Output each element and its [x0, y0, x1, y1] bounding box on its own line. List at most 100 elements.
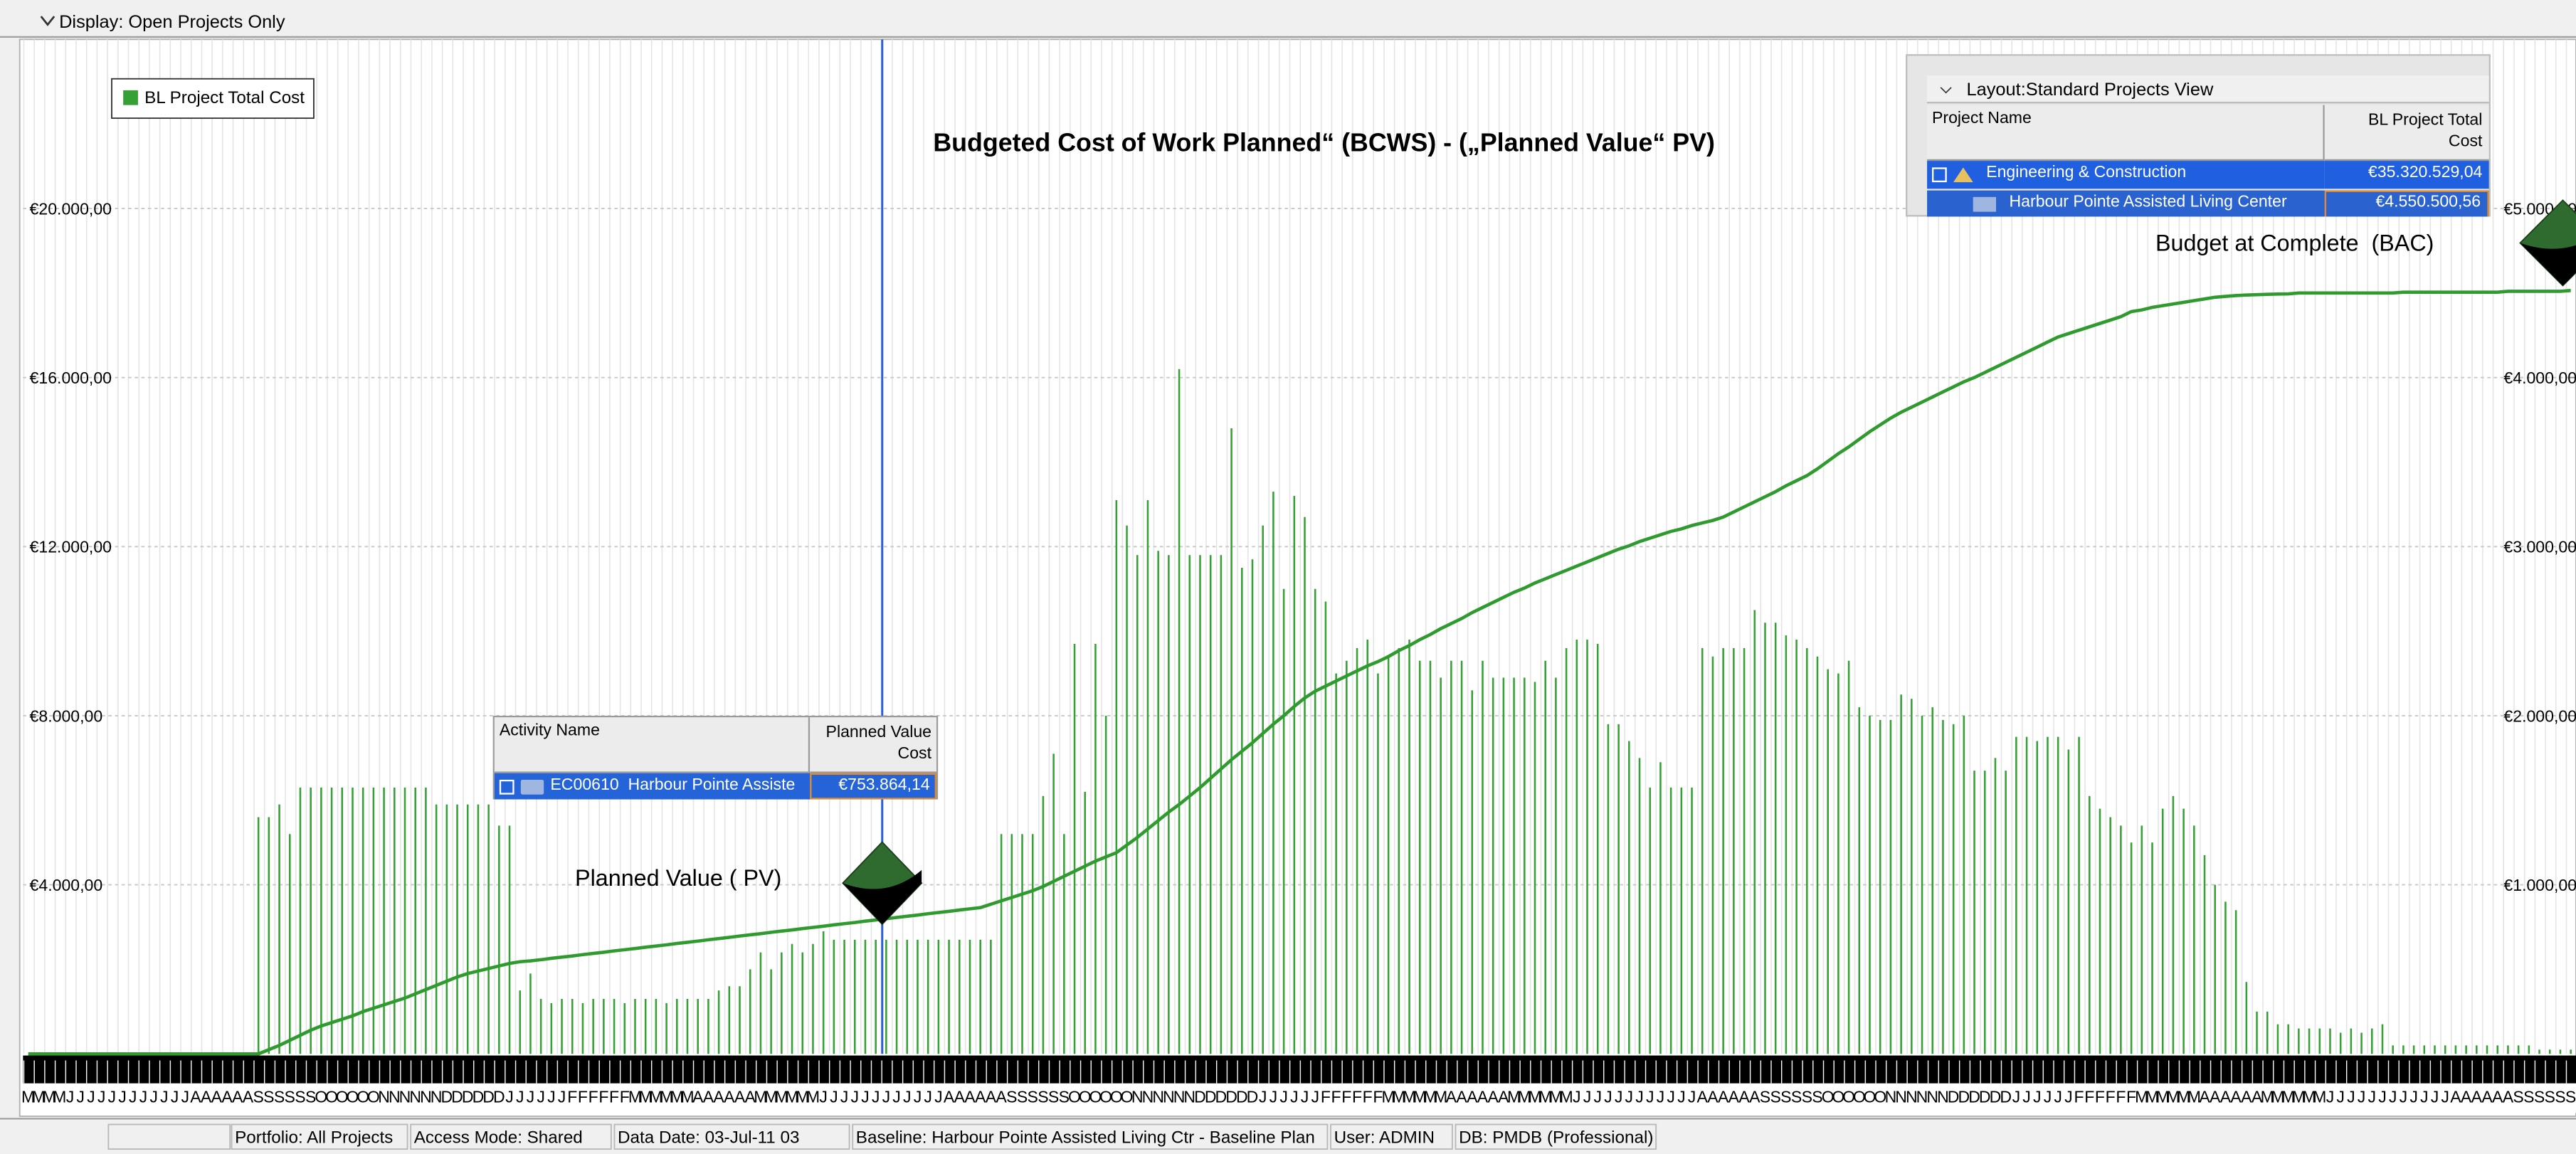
x-tick-label: O	[1110, 1088, 1123, 1106]
x-tick-label: F	[620, 1088, 630, 1106]
bar	[1534, 682, 1536, 1054]
bar	[2381, 1024, 2384, 1054]
bar	[2538, 1049, 2540, 1054]
x-tick-label: F	[1331, 1088, 1341, 1106]
bar	[1251, 559, 1254, 1054]
header-cell[interactable]: Project Name	[1927, 105, 2325, 162]
x-tick-label: S	[1028, 1088, 1038, 1106]
x-tick-label: M	[2156, 1088, 2170, 1106]
x-tick-label: A	[2503, 1088, 2514, 1106]
x-tick-label: M	[806, 1088, 820, 1106]
bar	[603, 999, 605, 1054]
bar	[288, 834, 291, 1054]
x-tick-label: N	[1152, 1088, 1164, 1106]
display-chevron[interactable]	[40, 16, 56, 26]
x-tick-label: M	[2292, 1088, 2306, 1106]
bar	[1669, 787, 1672, 1054]
display-filter[interactable]: Display: Open Projects Only	[59, 12, 285, 32]
x-tick-label: M	[21, 1088, 35, 1106]
project-name[interactable]: Harbour Pointe Assisted Living Center	[1927, 190, 2325, 217]
bar	[2465, 1045, 2467, 1054]
bac-marker	[2519, 199, 2576, 287]
x-tick-label: J	[66, 1088, 75, 1106]
bar	[1942, 719, 1944, 1054]
status-item: Access Mode: Shared	[414, 1128, 583, 1147]
x-tick-label: D	[1247, 1088, 1259, 1106]
x-tick-label: M	[1434, 1088, 1447, 1106]
bar	[268, 817, 270, 1054]
x-tick-label: J	[1635, 1088, 1644, 1106]
bar	[2089, 795, 2091, 1054]
collapse-icon[interactable]	[499, 779, 514, 795]
x-tick-label: J	[1259, 1088, 1267, 1106]
x-tick-label: J	[527, 1088, 535, 1106]
project-name[interactable]: Engineering & Construction	[1927, 161, 2325, 189]
bar	[2005, 771, 2007, 1054]
x-tick-label: D	[1968, 1088, 1980, 1106]
x-tick-label: J	[1573, 1088, 1581, 1106]
bar	[1199, 555, 1201, 1054]
bar	[864, 939, 867, 1054]
bar	[2036, 741, 2039, 1054]
bar	[1691, 787, 1693, 1054]
planned-value[interactable]: €753.864,14	[810, 773, 936, 800]
bar	[801, 952, 804, 1054]
x-tick-label: J	[181, 1088, 189, 1106]
x-tick-label: F	[1321, 1088, 1331, 1106]
bar	[1021, 834, 1023, 1054]
x-tick-label: J	[861, 1088, 870, 1106]
header-cell[interactable]: Planned Value Cost	[810, 717, 936, 773]
bar	[822, 931, 825, 1054]
x-tick-label: S	[2545, 1088, 2555, 1106]
bar	[644, 999, 647, 1054]
bar	[1418, 660, 1421, 1054]
bar	[394, 787, 396, 1054]
bar	[2496, 1045, 2498, 1054]
bar	[1513, 677, 1515, 1054]
x-tick-label: M	[2281, 1088, 2295, 1106]
bar	[2224, 901, 2227, 1054]
bar	[1492, 677, 1494, 1054]
header-cell[interactable]: Activity Name	[494, 717, 811, 773]
collapse-icon[interactable]	[1932, 167, 1947, 183]
y2-tick-label: €1.000,00	[2503, 876, 2576, 894]
x-tick-label: J	[2420, 1088, 2429, 1106]
bar	[1847, 660, 1850, 1054]
x-tick-label: M	[649, 1088, 663, 1106]
bar	[1324, 601, 1327, 1054]
project-cost[interactable]: €4.550.500,56	[2324, 190, 2489, 217]
x-tick-label: M	[2145, 1088, 2159, 1106]
x-tick-label: M	[1507, 1088, 1521, 1106]
bar	[1450, 660, 1452, 1054]
bar	[1869, 715, 1871, 1054]
x-tick-label: A	[2492, 1088, 2503, 1106]
bar	[2559, 1049, 2562, 1054]
x-tick-label: S	[1048, 1088, 1059, 1106]
bar	[2203, 855, 2206, 1054]
x-tick-label: J	[2064, 1088, 2073, 1106]
x-tick-label: M	[1528, 1088, 1541, 1106]
x-tick-label: A	[1456, 1088, 1467, 1106]
bar	[676, 999, 678, 1054]
x-tick-label: M	[639, 1088, 653, 1106]
bar	[2151, 842, 2153, 1054]
header-cell[interactable]: BL Project Total Cost	[2324, 105, 2489, 162]
layout-title[interactable]: Layout:Standard Projects View	[1927, 75, 2489, 104]
x-tick-label: J	[2044, 1088, 2052, 1106]
bar	[1471, 690, 1474, 1054]
project-cost[interactable]: €35.320.529,04	[2324, 161, 2489, 189]
x-tick-label: N	[1173, 1088, 1186, 1106]
x-tick-label: S	[2555, 1088, 2565, 1106]
status-item: User: ADMIN	[1334, 1128, 1435, 1147]
bar	[2298, 1028, 2300, 1054]
activity-name[interactable]: EC00610 Harbour Pointe Assiste	[494, 773, 811, 800]
x-tick-label: A	[1738, 1088, 1750, 1106]
x-tick-label: M	[796, 1088, 809, 1106]
x-tick-label: F	[588, 1088, 598, 1106]
x-tick-label: A	[1498, 1088, 1509, 1106]
x-tick-label: N	[389, 1088, 401, 1106]
x-tick-label: S	[263, 1088, 274, 1106]
x-tick-label: J	[2022, 1088, 2031, 1106]
bar	[435, 804, 438, 1054]
bar	[1146, 499, 1149, 1054]
